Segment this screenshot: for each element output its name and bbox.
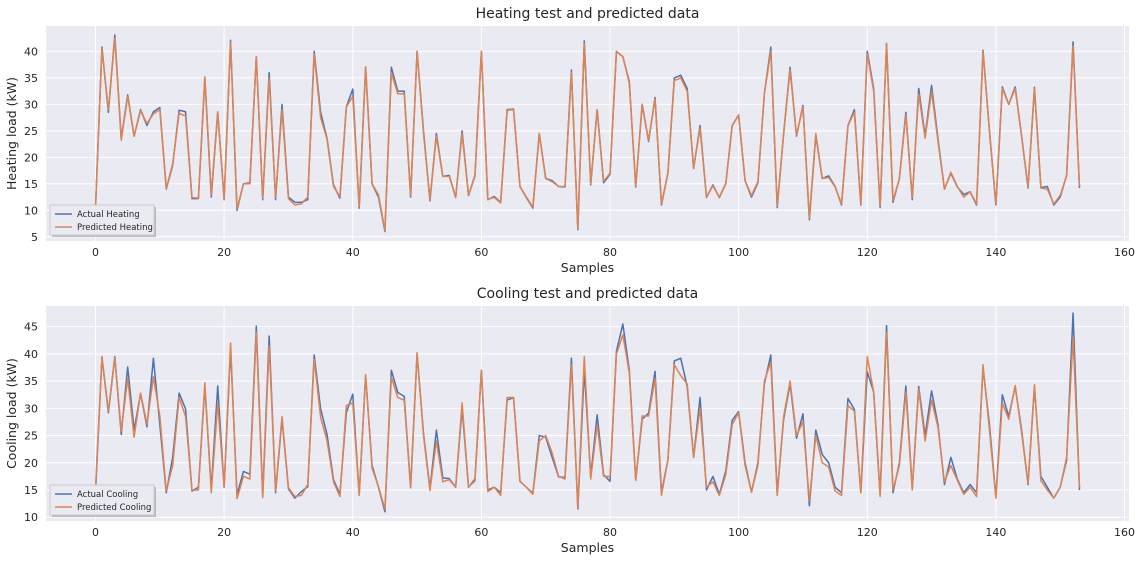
y-tick-label: 30 [24, 98, 38, 111]
y-tick-label: 20 [24, 151, 38, 164]
y-tick-label: 15 [24, 484, 38, 497]
x-tick-label: 20 [217, 246, 231, 259]
y-axis-label: Heating load (kW) [4, 77, 19, 190]
x-tick-label: 60 [474, 246, 488, 259]
x-tick-label: 140 [985, 526, 1006, 539]
chart-panel-2: 0 20 40 60 80 100 120 140 160 10 15 20 25 30 35 40 45 Coo… [4, 286, 1135, 555]
x-tick-label: 60 [474, 526, 488, 539]
x-tick-label: 140 [985, 246, 1006, 259]
legend: Actual Heating Predicted Heating [49, 204, 156, 237]
x-tick-label: 0 [92, 246, 99, 259]
x-tick-label: 100 [728, 526, 749, 539]
x-tick-label: 80 [603, 246, 617, 259]
y-tick-label: 30 [24, 402, 38, 415]
legend-label: Predicted Cooling [77, 503, 151, 513]
chart-title: Heating test and predicted data [476, 6, 700, 22]
x-tick-label: 160 [1114, 526, 1135, 539]
x-tick-label: 100 [728, 246, 749, 259]
legend-box [49, 484, 155, 516]
x-tick-label: 0 [92, 526, 99, 539]
x-axis-label: Samples [561, 540, 614, 555]
x-tick-label: 40 [346, 246, 360, 259]
y-tick-label: 25 [24, 430, 38, 443]
x-tick-label: 80 [603, 526, 617, 539]
y-tick-label: 40 [24, 348, 38, 361]
y-tick-label: 15 [24, 178, 38, 191]
x-axis-label: Samples [561, 260, 614, 275]
x-tick-label: 40 [346, 526, 360, 539]
x-tick-label: 120 [857, 246, 878, 259]
chart-panel-1: 0 20 40 60 80 100 120 140 160 5 10 15 20 25 30 35 40 Heat… [4, 6, 1135, 275]
y-tick-label: 10 [24, 511, 38, 524]
y-tick-label: 5 [31, 231, 38, 244]
x-tick-label: 20 [217, 526, 231, 539]
legend: Actual Cooling Predicted Cooling [49, 484, 156, 517]
y-tick-label: 20 [24, 457, 38, 470]
y-tick-label: 10 [24, 204, 38, 217]
y-tick-label: 45 [24, 321, 38, 334]
chart-title: Cooling test and predicted data [477, 286, 698, 302]
x-tick-label: 120 [857, 526, 878, 539]
series-line-predicted-heating [94, 37, 1081, 232]
y-tick-label: 25 [24, 125, 38, 138]
legend-label: Actual Heating [77, 210, 140, 220]
y-tick-label: 40 [24, 45, 38, 58]
y-axis-label: Cooling load (kW) [4, 358, 19, 469]
series-line-predicted-cooling [94, 331, 1081, 510]
x-tick-label: 160 [1114, 246, 1135, 259]
y-tick-label: 35 [24, 72, 38, 85]
legend-label: Actual Cooling [77, 490, 138, 500]
y-tick-label: 35 [24, 375, 38, 388]
legend-box [49, 204, 155, 236]
legend-label: Predicted Heating [77, 223, 153, 233]
